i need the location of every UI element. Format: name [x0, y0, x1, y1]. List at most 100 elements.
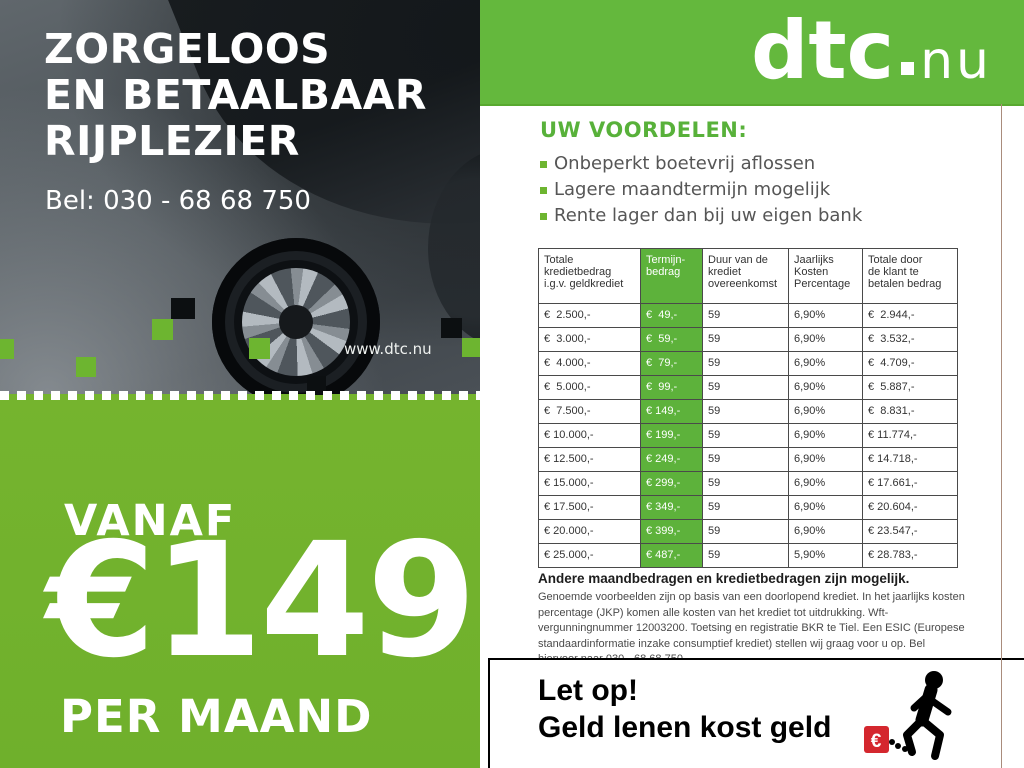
table-row: € 15.000,- € 299,- 59 6,90% € 17.661,-	[538, 471, 958, 496]
table-cell: € 5.000,-	[538, 375, 641, 400]
column-header: Termijn- bedrag	[640, 248, 703, 304]
decor-square-black	[171, 298, 195, 319]
headline-line: EN BETAALBAAR	[44, 71, 428, 119]
table-cell: 6,90%	[788, 471, 863, 496]
offer-amount: €149	[46, 509, 477, 693]
table-cell: 6,90%	[788, 519, 863, 544]
decor-square-green	[462, 338, 480, 357]
table-cell: 59	[702, 303, 789, 328]
offer-prefix: VANAF	[64, 496, 237, 546]
table-cell: € 3.000,-	[538, 327, 641, 352]
table-cell: 59	[702, 471, 789, 496]
credit-table: Totale kredietbedrag i.g.v. geldkrediet T…	[538, 248, 958, 568]
decor-square-green	[0, 339, 14, 359]
credit-warning-text: Let op! Geld lenen kost geld	[538, 672, 831, 746]
brand-banner: dtc nu	[480, 0, 1024, 106]
phone-number: Bel: 030 - 68 68 750	[45, 186, 311, 216]
logo-text: dtc	[751, 4, 895, 97]
table-cell: € 2.944,-	[862, 303, 958, 328]
column-header: Totale kredietbedrag i.g.v. geldkrediet	[538, 248, 641, 304]
table-cell: € 149,-	[640, 399, 703, 424]
table-cell: € 199,-	[640, 423, 703, 448]
table-row: € 7.500,- € 149,- 59 6,90% € 8.831,-	[538, 399, 958, 424]
benefits-list: Onbeperkt boetevrij aflossen Lagere maand…	[540, 151, 862, 229]
benefits-title: UW VOORDELEN:	[540, 118, 748, 142]
table-cell: € 99,-	[640, 375, 703, 400]
warning-line2: Geld lenen kost geld	[538, 711, 832, 744]
table-row: € 12.500,- € 249,- 59 6,90% € 14.718,-	[538, 447, 958, 472]
table-cell: 6,90%	[788, 327, 863, 352]
table-cell: € 25.000,-	[538, 543, 641, 568]
table-cell: € 28.783,-	[862, 543, 958, 568]
table-cell: 6,90%	[788, 495, 863, 520]
table-row: € 2.500,- € 49,- 59 6,90% € 2.944,-	[538, 303, 958, 328]
column-header: Jaarlijks Kosten Percentage	[788, 248, 863, 304]
table-cell: 59	[702, 327, 789, 352]
dashed-divider	[0, 391, 480, 400]
table-cell: 59	[702, 423, 789, 448]
page-fold-line	[1001, 104, 1002, 768]
table-cell: € 23.547,-	[862, 519, 958, 544]
decor-square-green	[152, 319, 173, 340]
table-cell: € 20.604,-	[862, 495, 958, 520]
car-wheel-icon	[212, 238, 380, 394]
table-row: € 20.000,- € 399,- 59 6,90% € 23.547,-	[538, 519, 958, 544]
table-cell: € 249,-	[640, 447, 703, 472]
decor-square-black	[307, 376, 326, 395]
decor-square-green	[76, 357, 96, 377]
table-cell: 59	[702, 399, 789, 424]
column-header: Totale door de klant te betalen bedrag	[862, 248, 958, 304]
table-cell: 59	[702, 447, 789, 472]
table-cell: € 7.500,-	[538, 399, 641, 424]
disclaimer-body: Genoemde voorbeelden zijn op basis van e…	[538, 591, 965, 665]
decor-square-green	[249, 338, 270, 359]
car-wheel-hub	[279, 305, 313, 339]
table-cell: 59	[702, 351, 789, 376]
table-cell: € 4.000,-	[538, 351, 641, 376]
table-cell: 6,90%	[788, 375, 863, 400]
table-cell: 5,90%	[788, 543, 863, 568]
table-cell: 6,90%	[788, 303, 863, 328]
table-cell: € 8.831,-	[862, 399, 958, 424]
logo-dot-icon	[901, 62, 915, 75]
benefit-item: Rente lager dan bij uw eigen bank	[540, 203, 862, 229]
offer-suffix: PER MAAND	[60, 690, 373, 743]
table-row: € 25.000,- € 487,- 59 5,90% € 28.783,-	[538, 543, 958, 568]
table-cell: 6,90%	[788, 447, 863, 472]
table-cell: € 4.709,-	[862, 351, 958, 376]
table-cell: 59	[702, 543, 789, 568]
table-row: € 3.000,- € 59,- 59 6,90% € 3.532,-	[538, 327, 958, 352]
table-cell: € 17.500,-	[538, 495, 641, 520]
table-cell: € 20.000,-	[538, 519, 641, 544]
table-cell: 59	[702, 495, 789, 520]
logo-tld: nu	[920, 31, 992, 91]
benefits-section: UW VOORDELEN: Onbeperkt boetevrij afloss…	[540, 118, 862, 229]
dtc-logo: dtc nu	[751, 4, 992, 97]
table-cell: € 399,-	[640, 519, 703, 544]
car-photo-panel: ZORGELOOS EN BETAALBAAR RIJPLEZIER Bel: 03…	[0, 0, 480, 394]
table-row: € 5.000,- € 99,- 59 6,90% € 5.887,-	[538, 375, 958, 400]
website-url: www.dtc.nu	[344, 340, 432, 358]
table-cell: € 12.500,-	[538, 447, 641, 472]
table-cell: € 14.718,-	[862, 447, 958, 472]
decor-square-black	[441, 318, 462, 338]
money-chain-warning-icon: €	[864, 671, 952, 760]
table-cell: € 5.887,-	[862, 375, 958, 400]
table-cell: 6,90%	[788, 423, 863, 448]
table-cell: € 487,-	[640, 543, 703, 568]
table-cell: € 10.000,-	[538, 423, 641, 448]
table-cell: € 49,-	[640, 303, 703, 328]
table-cell: € 3.532,-	[862, 327, 958, 352]
table-cell: 59	[702, 519, 789, 544]
table-cell: 6,90%	[788, 399, 863, 424]
table-cell: € 17.661,-	[862, 471, 958, 496]
euro-symbol: €	[871, 731, 882, 752]
headline-line: RIJPLEZIER	[44, 117, 300, 165]
table-row: € 10.000,- € 199,- 59 6,90% € 11.774,-	[538, 423, 958, 448]
offer-panel: VANAF €149 PER MAAND	[0, 394, 480, 768]
table-cell: € 59,-	[640, 327, 703, 352]
table-cell: € 349,-	[640, 495, 703, 520]
headline: ZORGELOOS EN BETAALBAAR RIJPLEZIER	[44, 26, 427, 164]
table-row: € 17.500,- € 349,- 59 6,90% € 20.604,-	[538, 495, 958, 520]
